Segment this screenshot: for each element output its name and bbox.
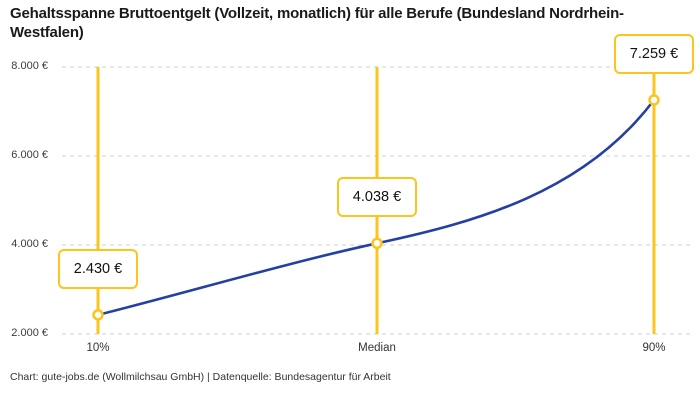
chart-title: Gehaltsspanne Bruttoentgelt (Vollzeit, m… [10, 5, 624, 41]
x-tick-label: Median [358, 342, 396, 354]
chart-attribution: Chart: gute-jobs.de (Wollmilchsau GmbH) … [10, 371, 391, 383]
value-label-box: 2.430 € [58, 248, 138, 289]
value-label-box: 4.038 € [337, 177, 417, 218]
data-point-marker [648, 94, 660, 106]
value-label-box: 7.259 € [614, 33, 694, 74]
x-tick-label: 10% [86, 342, 110, 354]
y-tick-label: 4.000 € [11, 238, 48, 250]
y-tick-label: 2.000 € [11, 327, 48, 339]
data-point-marker [92, 309, 104, 321]
x-tick-label: 90% [642, 342, 666, 354]
y-tick-label: 8.000 € [11, 60, 48, 72]
data-point-marker [371, 237, 383, 250]
y-tick-label: 6.000 € [11, 149, 48, 161]
